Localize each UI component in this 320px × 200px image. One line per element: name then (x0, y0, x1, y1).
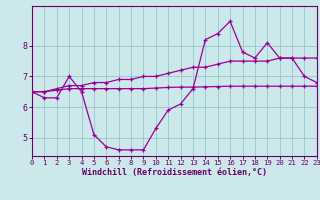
X-axis label: Windchill (Refroidissement éolien,°C): Windchill (Refroidissement éolien,°C) (82, 168, 267, 177)
